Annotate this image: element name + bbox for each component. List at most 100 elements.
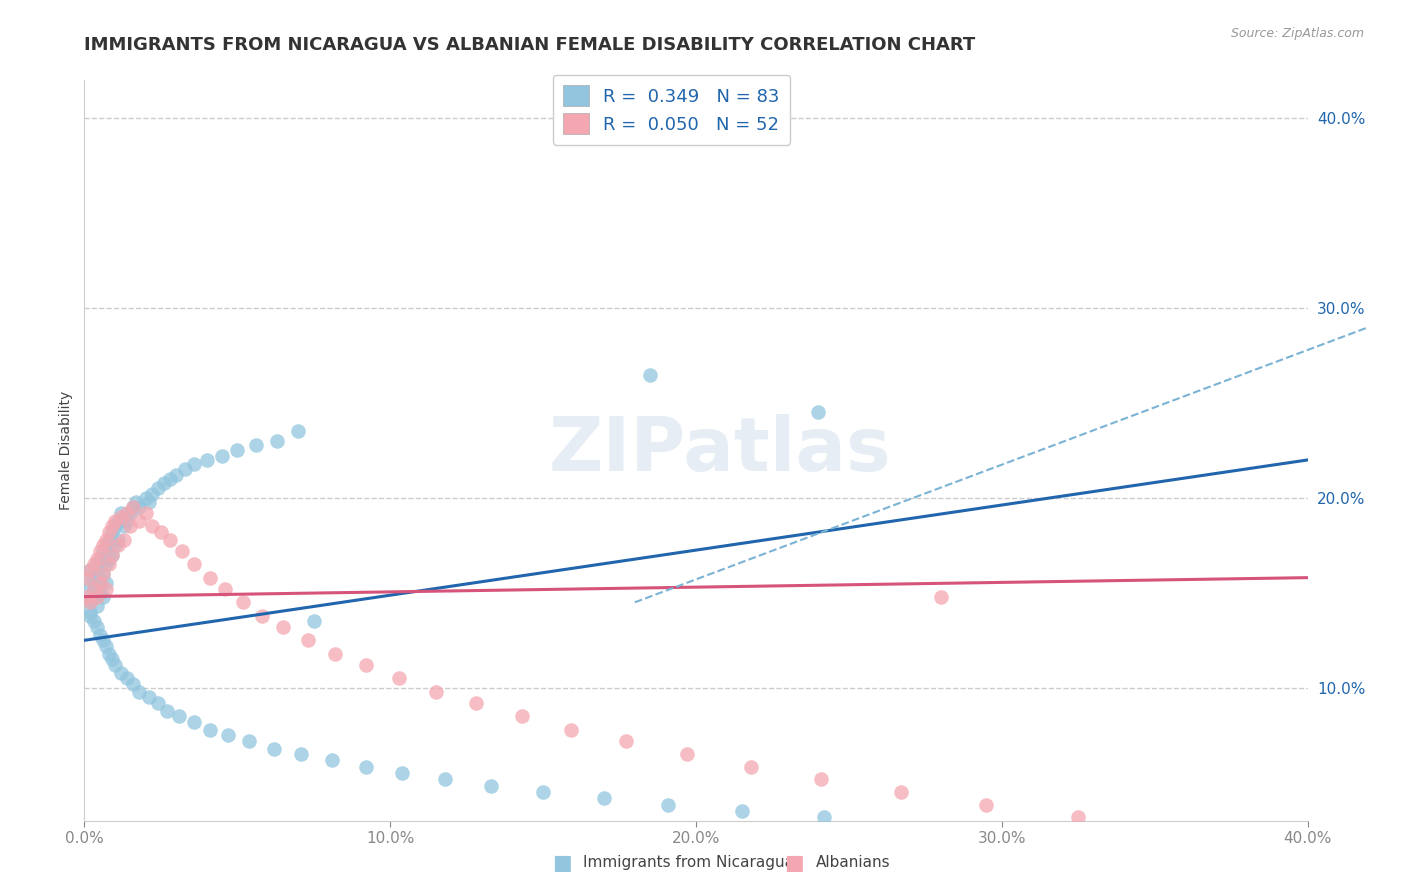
Point	[94, 538, 117, 552]
Point	[183, 714, 205, 729]
Point	[810, 772, 832, 786]
Point	[86, 558, 108, 572]
Point	[135, 491, 157, 505]
Point	[97, 533, 120, 547]
Point	[321, 753, 343, 767]
Point	[638, 368, 661, 382]
Point	[120, 519, 142, 533]
Point	[675, 747, 697, 762]
Point	[813, 810, 835, 824]
Point	[89, 551, 111, 566]
Text: IMMIGRANTS FROM NICARAGUA VS ALBANIAN FEMALE DISABILITY CORRELATION CHART: IMMIGRANTS FROM NICARAGUA VS ALBANIAN FE…	[84, 36, 976, 54]
Point	[211, 449, 233, 463]
Point	[79, 563, 101, 577]
Point	[110, 506, 132, 520]
Point	[94, 533, 117, 547]
Point	[83, 590, 105, 604]
Point	[593, 790, 616, 805]
Point	[91, 590, 114, 604]
Y-axis label: Female Disability: Female Disability	[59, 391, 73, 510]
Point	[302, 615, 325, 629]
Text: Albanians: Albanians	[815, 855, 890, 870]
Point	[172, 544, 194, 558]
Point	[76, 590, 98, 604]
Point	[89, 627, 111, 641]
Point	[89, 586, 111, 600]
Point	[198, 723, 221, 737]
Point	[146, 482, 169, 496]
Point	[245, 438, 267, 452]
Point	[97, 647, 120, 661]
Point	[112, 519, 135, 533]
Point	[807, 405, 830, 419]
Point	[128, 684, 150, 698]
Point	[141, 487, 163, 501]
Point	[263, 741, 285, 756]
Point	[464, 696, 486, 710]
Point	[104, 657, 127, 672]
Text: ZIPatlas: ZIPatlas	[550, 414, 891, 487]
Point	[165, 468, 187, 483]
Text: ■: ■	[553, 853, 572, 872]
Point	[104, 514, 127, 528]
Point	[89, 544, 111, 558]
Point	[391, 766, 413, 780]
Point	[76, 590, 98, 604]
Point	[198, 571, 221, 585]
Point	[83, 571, 105, 585]
Point	[79, 595, 101, 609]
Point	[104, 519, 127, 533]
Point	[149, 525, 172, 540]
Point	[214, 582, 236, 596]
Point	[125, 494, 148, 508]
Point	[266, 434, 288, 448]
Point	[104, 538, 127, 552]
Point	[110, 509, 132, 524]
Point	[91, 566, 114, 581]
Point	[97, 525, 120, 540]
Point	[115, 506, 138, 520]
Point	[79, 563, 101, 577]
Point	[174, 462, 197, 476]
Point	[122, 677, 145, 691]
Text: ■: ■	[785, 853, 804, 872]
Point	[107, 533, 129, 547]
Point	[217, 728, 239, 742]
Point	[76, 571, 98, 585]
Point	[115, 671, 138, 685]
Point	[83, 582, 105, 596]
Point	[101, 548, 124, 562]
Point	[120, 506, 142, 520]
Point	[167, 709, 190, 723]
Point	[731, 804, 754, 818]
Point	[159, 533, 181, 547]
Point	[183, 558, 205, 572]
Point	[354, 657, 377, 672]
Point	[83, 615, 105, 629]
Point	[115, 514, 138, 528]
Point	[141, 519, 163, 533]
Point	[79, 595, 101, 609]
Point	[614, 734, 637, 748]
Point	[156, 704, 179, 718]
Point	[976, 798, 998, 813]
Point	[86, 620, 108, 634]
Point	[159, 472, 181, 486]
Point	[479, 780, 502, 794]
Point	[510, 709, 533, 723]
Point	[929, 590, 952, 604]
Point	[226, 443, 249, 458]
Point	[94, 558, 117, 572]
Point	[86, 590, 108, 604]
Point	[94, 582, 117, 596]
Point	[560, 723, 582, 737]
Point	[290, 747, 312, 762]
Point	[89, 576, 111, 591]
Point	[107, 538, 129, 552]
Point	[153, 475, 176, 490]
Point	[122, 500, 145, 515]
Point	[112, 533, 135, 547]
Point	[94, 639, 117, 653]
Point	[79, 605, 101, 619]
Point	[138, 494, 160, 508]
